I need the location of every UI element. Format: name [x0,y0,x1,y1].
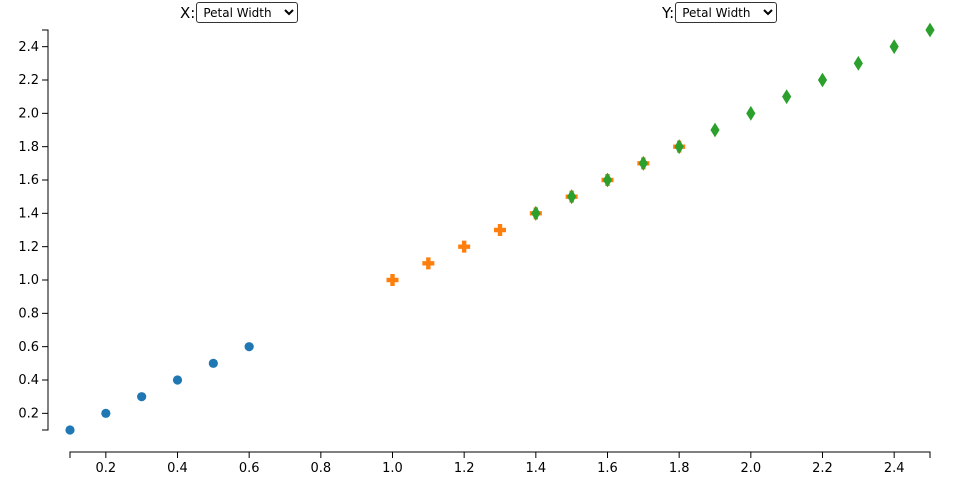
data-point-diamond [531,205,541,221]
y-axis: 0.2 0.4 0.6 0.8 1.0 1.2 1.4 1.6 1.8 2.0 2.2 2.4 [18,29,49,431]
data-point-diamond [602,172,613,188]
y-tick-label: 1.6 [18,173,39,188]
x-axis: 0.2 0.4 0.6 0.8 1.0 1.2 1.4 1.6 1.8 2.0 2.2 2.4 [69,451,931,476]
x-tick-label: 0.6 [239,461,260,476]
data-points [65,22,935,435]
y-tick-label: 2.4 [18,40,39,55]
data-point-diamond [710,122,720,138]
y-tick: 0.2 [18,406,48,421]
data-point-circle [172,375,183,385]
data-point-circle [208,358,218,368]
x-tick-label: 0.4 [167,461,188,476]
x-tick-label: 1.0 [382,461,403,476]
x-tick: 2.4 [884,452,905,476]
y-tick: 1.6 [18,173,48,188]
x-tick-label: 1.8 [669,461,690,476]
y-tick-label: 0.6 [18,340,39,355]
y-axis-select[interactable]: Petal Width [675,2,778,23]
y-tick: 0.6 [18,340,48,355]
data-point-diamond [674,139,684,155]
x-tick: 1.4 [525,452,546,476]
x-axis-control: X: Petal Width [180,2,299,23]
y-tick: 1.4 [18,206,48,221]
x-tick-label: 2.2 [812,461,833,476]
y-axis-line [42,29,49,431]
y-tick-label: 1.4 [18,206,39,221]
y-tick-label: 2.2 [18,73,39,88]
y-tick-label: 2.0 [18,106,39,121]
y-select-label: Y: [662,3,675,22]
y-tick: 1.8 [18,140,48,155]
y-tick: 2.0 [18,106,48,121]
x-tick-label: 0.8 [310,461,331,476]
data-point-diamond [925,22,935,38]
x-tick: 2.2 [812,452,833,476]
y-tick-label: 0.8 [18,306,39,321]
data-point-diamond [746,105,756,121]
x-select-label: X: [180,3,196,22]
x-tick: 0.6 [239,452,260,476]
y-tick: 2.2 [18,73,48,88]
y-tick: 1.2 [18,240,48,255]
y-tick-label: 1.0 [18,273,39,288]
x-tick: 1.8 [669,452,690,476]
x-tick: 1.0 [382,452,403,476]
x-tick: 0.4 [167,452,188,476]
y-tick-label: 1.2 [18,240,39,255]
y-tick: 1.0 [18,273,48,288]
y-tick-label: 1.8 [18,140,39,155]
x-tick-label: 1.6 [597,461,618,476]
data-point-diamond [567,189,577,205]
x-axis-select[interactable]: Petal Width [196,2,299,23]
x-tick: 1.6 [597,452,618,476]
data-point-diamond [638,155,648,171]
x-tick-label: 1.4 [525,461,546,476]
data-point-cross [422,257,435,270]
x-tick-label: 2.4 [884,461,905,476]
data-point-diamond [853,55,863,71]
x-axis-line [69,451,931,458]
y-tick-label: 0.4 [18,373,39,388]
x-tick: 0.2 [95,452,116,476]
y-tick: 0.8 [18,306,48,321]
data-point-circle [65,425,75,435]
x-tick: 0.8 [310,452,331,476]
y-tick-label: 0.2 [18,406,39,421]
data-point-diamond [782,89,792,105]
x-tick: 2.0 [740,452,761,476]
y-tick: 0.4 [18,373,48,388]
x-tick-label: 0.2 [95,461,116,476]
data-point-cross [494,224,506,236]
data-point-circle [137,392,147,402]
data-point-circle [244,342,254,352]
x-tick: 1.2 [454,452,475,476]
y-axis-control: Y: Petal Width [662,2,778,23]
data-point-diamond [889,39,899,55]
data-point-circle [101,408,111,418]
data-point-diamond [817,72,828,88]
x-tick-label: 2.0 [740,461,761,476]
x-tick-label: 1.2 [454,461,475,476]
data-point-cross [458,240,471,253]
data-point-cross [386,274,399,286]
y-tick: 2.4 [18,40,48,55]
